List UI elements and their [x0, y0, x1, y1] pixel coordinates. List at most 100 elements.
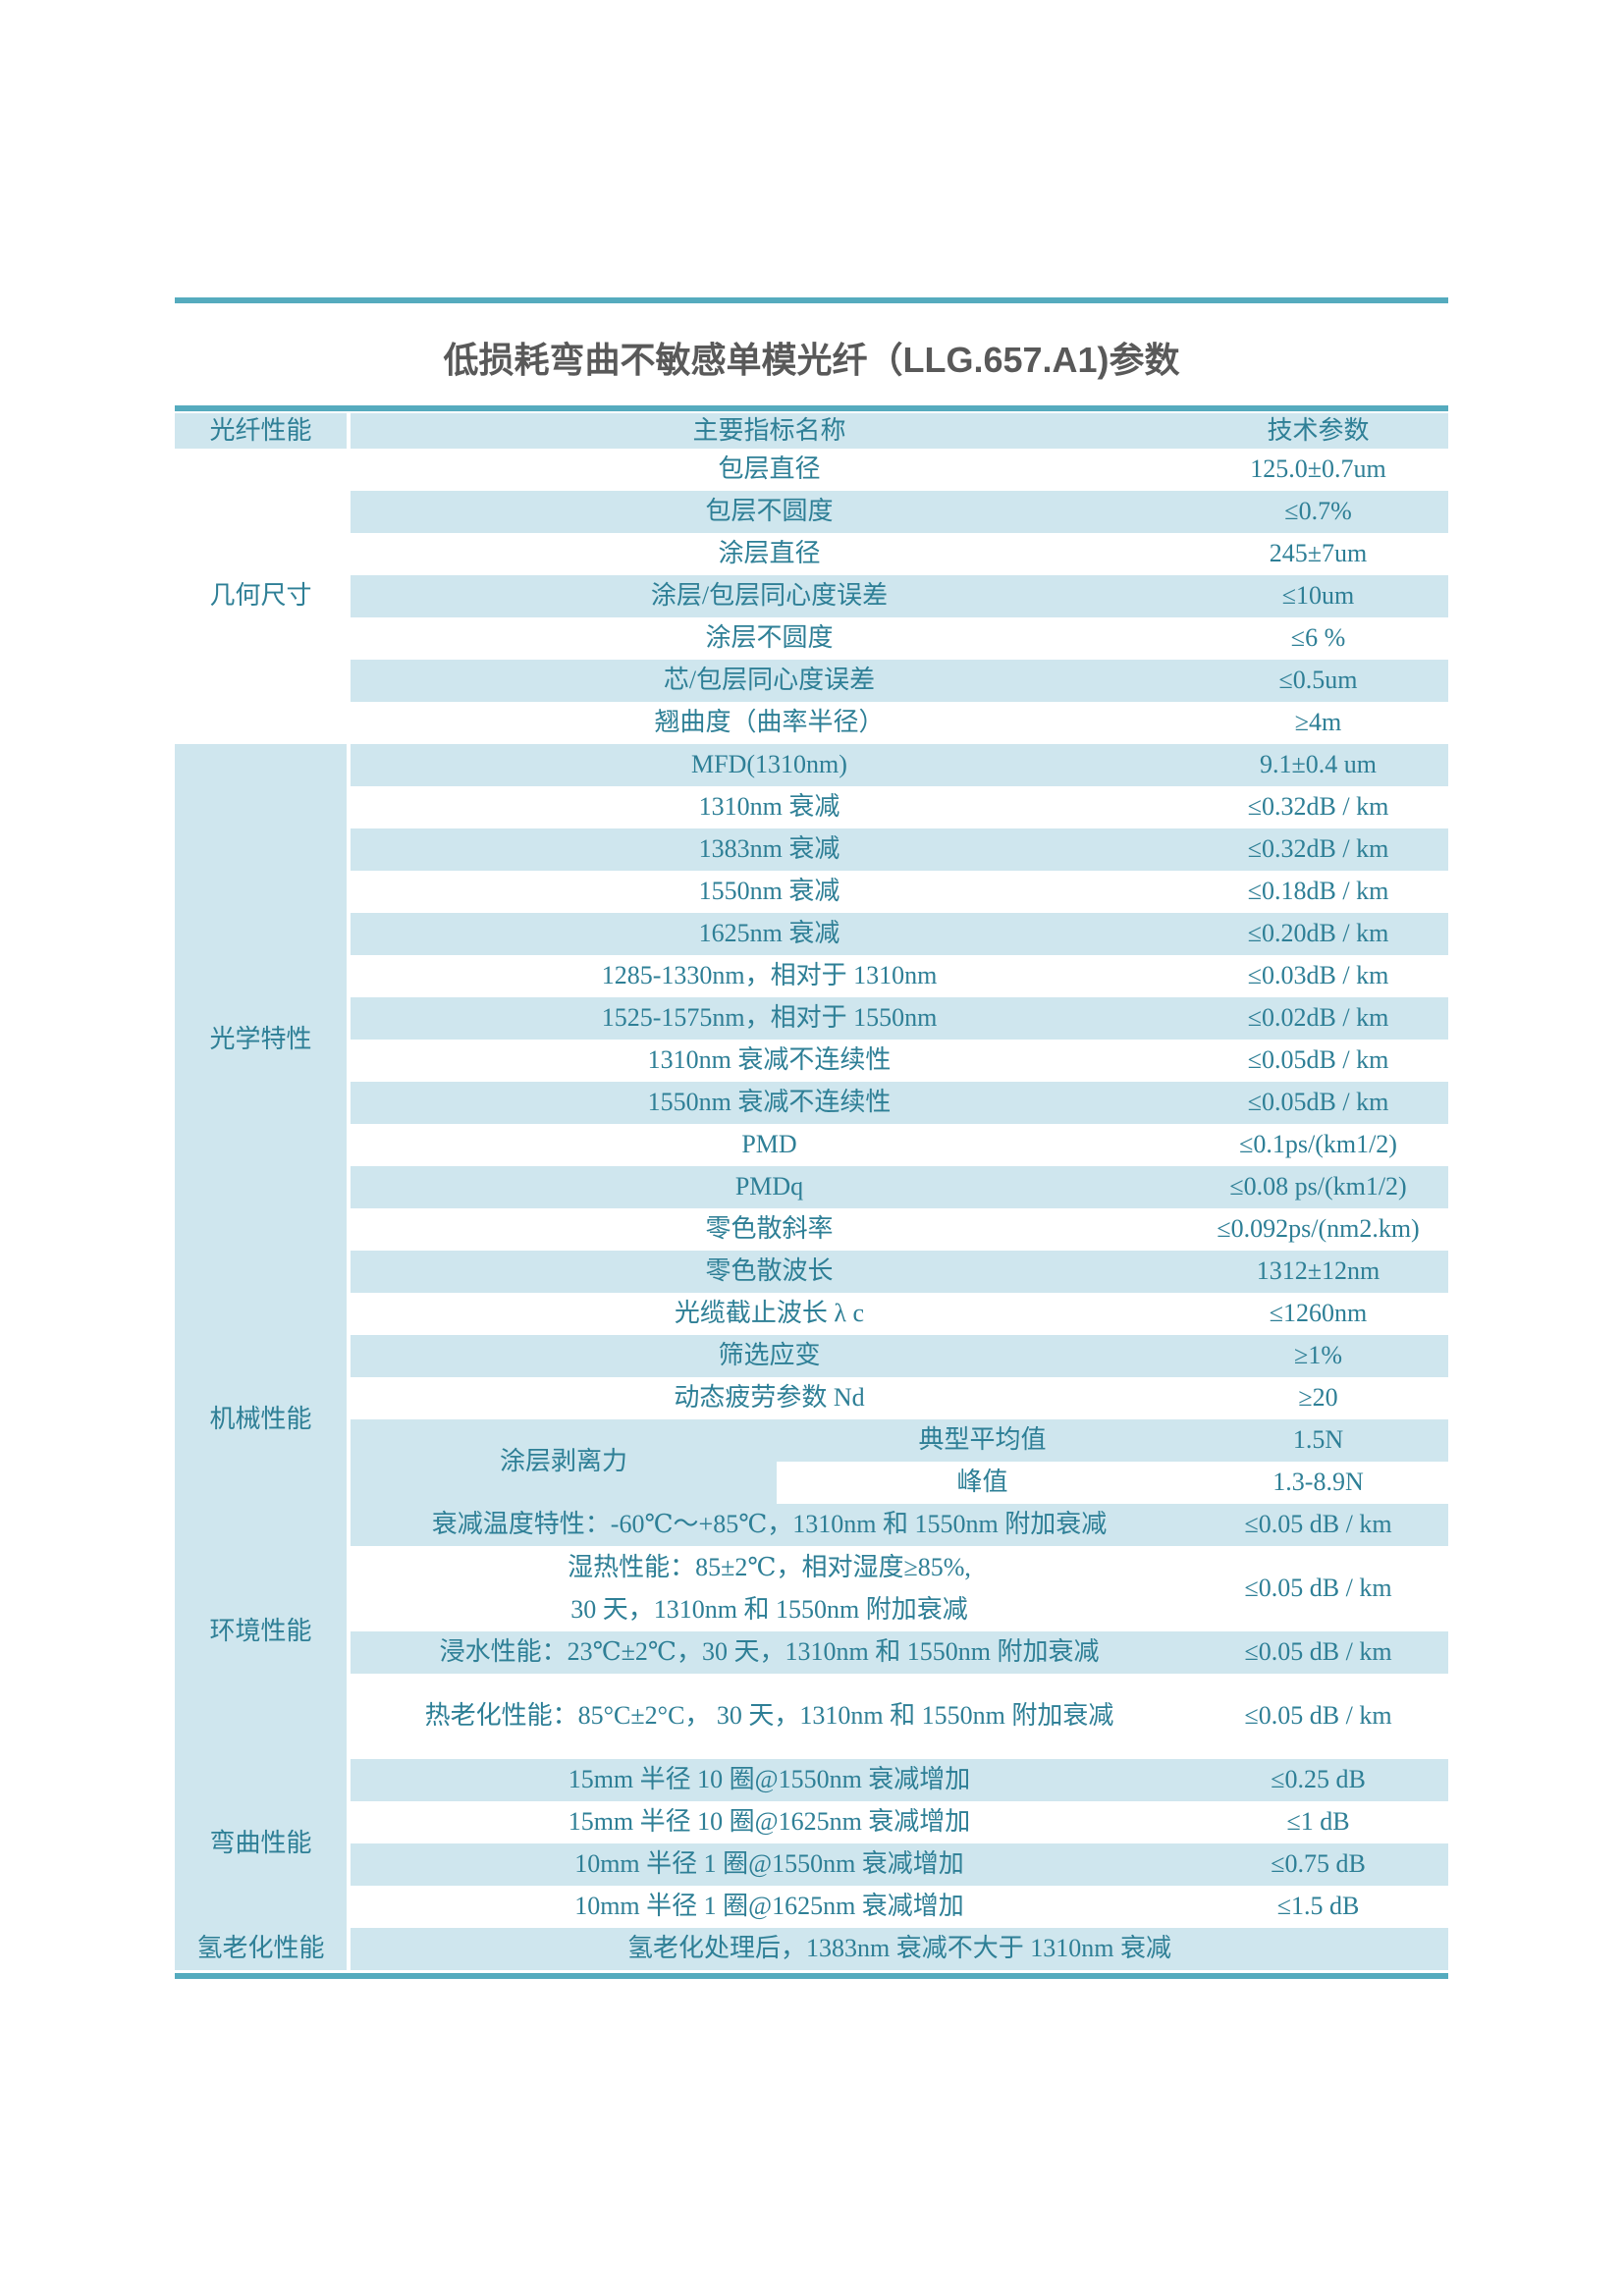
- section-label-geometry: 几何尺寸: [209, 581, 312, 611]
- spec-value: ≤0.32dB / km: [1247, 792, 1389, 822]
- spec-name: 1525-1575nm，相对于 1550nm: [346, 997, 1189, 1040]
- spec-name: 1310nm 衰减不连续性: [346, 1040, 1189, 1082]
- spec-value: 9.1±0.4 um: [1188, 744, 1449, 786]
- spec-name: 筛选应变: [346, 1335, 1189, 1377]
- spec-name: PMDq: [346, 1166, 1189, 1208]
- section-label-mechanical: 机械性能: [175, 1335, 349, 1504]
- table-row: 零色散波长 1312±12nm: [175, 1251, 1449, 1293]
- spec-name: 10mm 半径 1 圈@1550nm 衰减增加: [346, 1843, 1189, 1886]
- table-row: 涂层/包层同心度误差 ≤10um: [175, 575, 1449, 617]
- table-row: 光缆截止波长 λ c ≤1260nm: [175, 1293, 1448, 1335]
- spec-value: ≤0.32dB / km: [1188, 828, 1449, 871]
- spec-name: 1550nm 衰减不连续性: [346, 1082, 1189, 1124]
- spec-value: ≤6 %: [1290, 623, 1346, 653]
- spec-name-line1: 湿热性能：85±2℃，相对湿度≥85%,: [568, 1553, 971, 1581]
- section-label-environmental: 环境性能: [175, 1504, 349, 1759]
- spec-name: 包层不圆度: [346, 491, 1189, 533]
- spec-value: ≤0.18dB / km: [1247, 877, 1389, 906]
- page-title: 低损耗弯曲不敏感单模光纤（LLG.657.A1)参数: [443, 340, 1180, 380]
- spec-value: ≤0.05dB / km: [1247, 1045, 1389, 1075]
- spec-value: 245±7um: [1269, 539, 1368, 568]
- spec-name: 1285-1330nm，相对于 1310nm: [346, 955, 1189, 997]
- table-row: 几何尺寸 包层直径 125.0±0.7um: [175, 449, 1448, 610]
- spec-value: ≤0.25 dB: [1188, 1759, 1449, 1801]
- spec-name: 涂层不圆度: [346, 617, 1189, 660]
- spec-value: ≤0.03dB / km: [1247, 961, 1389, 990]
- table-row: 热老化性能：85°C±2°C， 30 天，1310nm 和 1550nm 附加衰…: [175, 1674, 1448, 1759]
- spec-value: ≤0.02dB / km: [1188, 997, 1449, 1040]
- spec-table-block: 光纤性能 主要指标名称 技术参数 几何尺寸 包层直径 125.0±0.7um 包…: [175, 405, 1449, 1979]
- spec-name: PMD: [346, 1124, 1189, 1166]
- table-row: 1310nm 衰减 ≤0.32dB / km: [175, 786, 1448, 828]
- table-row: 芯/包层同心度误差 ≤0.5um: [175, 660, 1449, 702]
- spec-subname: 典型平均值: [777, 1419, 1189, 1462]
- col-header-fiber-performance: 光纤性能: [175, 413, 349, 449]
- spec-table: 光纤性能 主要指标名称 技术参数 几何尺寸 包层直径 125.0±0.7um 包…: [175, 413, 1449, 1970]
- table-row: 1285-1330nm，相对于 1310nm ≤0.03dB / km: [175, 955, 1448, 997]
- table-top-divider: [175, 405, 1448, 411]
- spec-name: 光缆截止波长 λ c: [346, 1293, 1189, 1335]
- spec-name: 涂层/包层同心度误差: [346, 575, 1189, 617]
- table-row: 峰值 1.3-8.9N: [175, 1462, 1448, 1504]
- table-row: PMD ≤0.1ps/(km1/2): [175, 1124, 1448, 1166]
- table-row: 15mm 半径 10 圈@1625nm 衰减增加 ≤1 dB: [175, 1801, 1448, 1843]
- spec-value: ≤10um: [1188, 575, 1449, 617]
- table-row: PMDq ≤0.08 ps/(km1/2): [175, 1166, 1449, 1208]
- table-row: 1550nm 衰减不连续性 ≤0.05dB / km: [175, 1082, 1449, 1124]
- spec-value: ≥20: [1298, 1383, 1338, 1413]
- table-row: 湿热性能：85±2℃，相对湿度≥85%, 30 天，1310nm 和 1550n…: [175, 1546, 1448, 1631]
- spec-value: ≤1.5 dB: [1276, 1892, 1360, 1921]
- table-row: 1625nm 衰减 ≤0.20dB / km: [175, 913, 1449, 955]
- spec-value: ≤0.7%: [1188, 491, 1449, 533]
- table-row: 1525-1575nm，相对于 1550nm ≤0.02dB / km: [175, 997, 1449, 1040]
- section-label-bending: 弯曲性能: [175, 1759, 349, 1928]
- spec-name: 氢老化处理后，1383nm 衰减不大于 1310nm 衰减: [346, 1928, 1449, 1970]
- spec-value: ≥4m: [1294, 708, 1342, 737]
- spec-value: ≤0.20dB / km: [1188, 913, 1449, 955]
- spec-name: 衰减温度特性：-60℃～+85℃，1310nm 和 1550nm 附加衰减: [346, 1504, 1189, 1546]
- spec-name: 15mm 半径 10 圈@1625nm 衰减增加: [346, 1801, 1189, 1843]
- spec-name: 零色散波长: [346, 1251, 1189, 1293]
- spec-name: 1310nm 衰减: [346, 786, 1189, 828]
- spec-name: 零色散斜率: [346, 1208, 1189, 1251]
- col-header-indicator-name: 主要指标名称: [346, 413, 1189, 449]
- table-row: 浸水性能：23℃±2℃，30 天，1310nm 和 1550nm 附加衰减 ≤0…: [175, 1631, 1449, 1674]
- table-row: 弯曲性能 15mm 半径 10 圈@1550nm 衰减增加 ≤0.25 dB: [175, 1759, 1449, 1928]
- table-row: 10mm 半径 1 圈@1550nm 衰减增加 ≤0.75 dB: [175, 1843, 1449, 1886]
- spec-value: ≤0.75 dB: [1188, 1843, 1449, 1886]
- spec-name: 湿热性能：85±2℃，相对湿度≥85%, 30 天，1310nm 和 1550n…: [346, 1546, 1189, 1631]
- spec-name: 10mm 半径 1 圈@1625nm 衰减增加: [346, 1886, 1189, 1928]
- col-header-technical-parameter: 技术参数: [1188, 413, 1449, 449]
- table-row: 涂层剥离力 典型平均值 1.5N: [175, 1419, 1449, 1504]
- spec-name: 动态疲劳参数 Nd: [346, 1377, 1189, 1419]
- spec-name: 1383nm 衰减: [346, 828, 1189, 871]
- top-divider: [175, 297, 1448, 303]
- spec-value: ≤0.05dB / km: [1188, 1082, 1449, 1124]
- spec-name: 热老化性能：85°C±2°C， 30 天，1310nm 和 1550nm 附加衰…: [346, 1674, 1189, 1759]
- table-row: 1310nm 衰减不连续性 ≤0.05dB / km: [175, 1040, 1448, 1082]
- section-label-optical: 光学特性: [175, 744, 349, 1335]
- table-row: 翘曲度（曲率半径） ≥4m: [175, 702, 1448, 744]
- table-row: 涂层不圆度 ≤6 %: [175, 617, 1448, 660]
- spec-name: MFD(1310nm): [346, 744, 1189, 786]
- spec-value: ≤0.05 dB / km: [1244, 1701, 1392, 1731]
- spec-value: 1.5N: [1188, 1419, 1449, 1462]
- spec-subname: 峰值: [956, 1468, 1008, 1497]
- spec-name: 包层直径: [346, 449, 1189, 491]
- spec-value: ≥1%: [1188, 1335, 1449, 1377]
- table-row: 包层不圆度 ≤0.7%: [175, 491, 1449, 533]
- spec-value: ≤0.1ps/(km1/2): [1239, 1130, 1397, 1159]
- table-row: 环境性能 衰减温度特性：-60℃～+85℃，1310nm 和 1550nm 附加…: [175, 1504, 1449, 1759]
- spec-value: 125.0±0.7um: [1250, 454, 1386, 484]
- spec-name: 翘曲度（曲率半径）: [346, 702, 1189, 744]
- spec-value: ≤0.05 dB / km: [1244, 1574, 1392, 1603]
- table-row: 1550nm 衰减 ≤0.18dB / km: [175, 871, 1448, 913]
- spec-value: ≤1 dB: [1286, 1807, 1350, 1837]
- spec-name: 15mm 半径 10 圈@1550nm 衰减增加: [346, 1759, 1189, 1801]
- spec-value: 1.3-8.9N: [1272, 1468, 1364, 1497]
- spec-name: 芯/包层同心度误差: [346, 660, 1189, 702]
- spec-name: 涂层直径: [346, 533, 1189, 575]
- spec-value: ≤0.08 ps/(km1/2): [1188, 1166, 1449, 1208]
- table-row: 氢老化性能 氢老化处理后，1383nm 衰减不大于 1310nm 衰减: [175, 1928, 1449, 1970]
